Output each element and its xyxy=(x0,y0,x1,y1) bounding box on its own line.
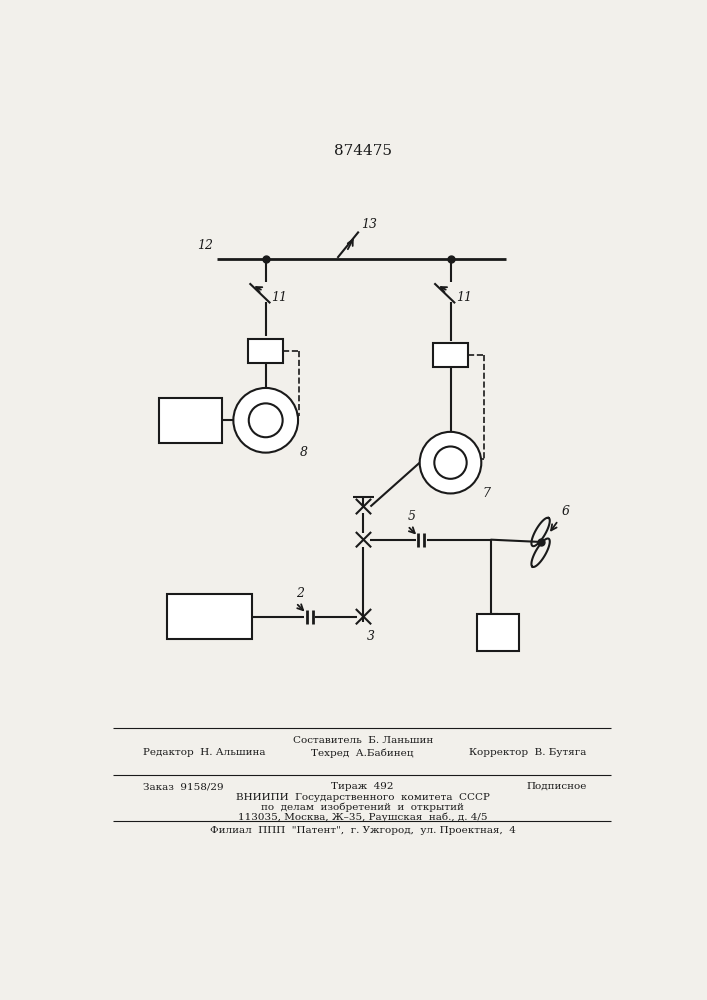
Text: Подписное: Подписное xyxy=(527,782,587,791)
Text: 2: 2 xyxy=(296,587,304,600)
Text: Редактор  Н. Альшина: Редактор Н. Альшина xyxy=(143,748,265,757)
Circle shape xyxy=(249,403,283,437)
Text: 874475: 874475 xyxy=(334,144,392,158)
Bar xyxy=(433,343,468,367)
Circle shape xyxy=(420,432,481,493)
Text: по  делам  изобретений  и  открытий: по делам изобретений и открытий xyxy=(262,803,464,812)
Text: 6: 6 xyxy=(561,505,569,518)
Circle shape xyxy=(233,388,298,453)
Bar xyxy=(167,594,252,639)
Bar xyxy=(477,614,519,651)
Text: 3: 3 xyxy=(368,630,375,643)
Text: Техред  А.Бабинец: Техред А.Бабинец xyxy=(312,748,414,758)
Bar xyxy=(158,398,222,443)
Text: Корректор  В. Бутяга: Корректор В. Бутяга xyxy=(469,748,587,757)
Text: ВНИИПИ  Государственного  комитета  СССР: ВНИИПИ Государственного комитета СССР xyxy=(236,793,490,802)
Text: 8: 8 xyxy=(300,446,308,459)
Text: 113035, Москва, Ж–35, Раушская  наб., д. 4/5: 113035, Москва, Ж–35, Раушская наб., д. … xyxy=(238,813,487,822)
Text: Тираж  492: Тираж 492 xyxy=(332,782,394,791)
Text: 4: 4 xyxy=(493,625,503,639)
Text: 11: 11 xyxy=(456,291,472,304)
Text: Составитель  Б. Ланьшин: Составитель Б. Ланьшин xyxy=(293,736,433,745)
Text: 7: 7 xyxy=(483,487,491,500)
Text: 12: 12 xyxy=(197,239,214,252)
Text: 11: 11 xyxy=(271,291,287,304)
Bar xyxy=(248,339,284,363)
Text: 10: 10 xyxy=(258,344,274,358)
Text: 1: 1 xyxy=(204,608,215,625)
Text: Заказ  9158/29: Заказ 9158/29 xyxy=(143,782,223,791)
Text: Филиал  ППП  "Патент",  г. Ужгород,  ул. Проектная,  4: Филиал ППП "Патент", г. Ужгород, ул. Про… xyxy=(210,826,515,835)
Circle shape xyxy=(434,446,467,479)
Text: 5: 5 xyxy=(408,510,416,523)
Text: 9: 9 xyxy=(447,348,455,361)
Text: 13: 13 xyxy=(361,218,377,231)
